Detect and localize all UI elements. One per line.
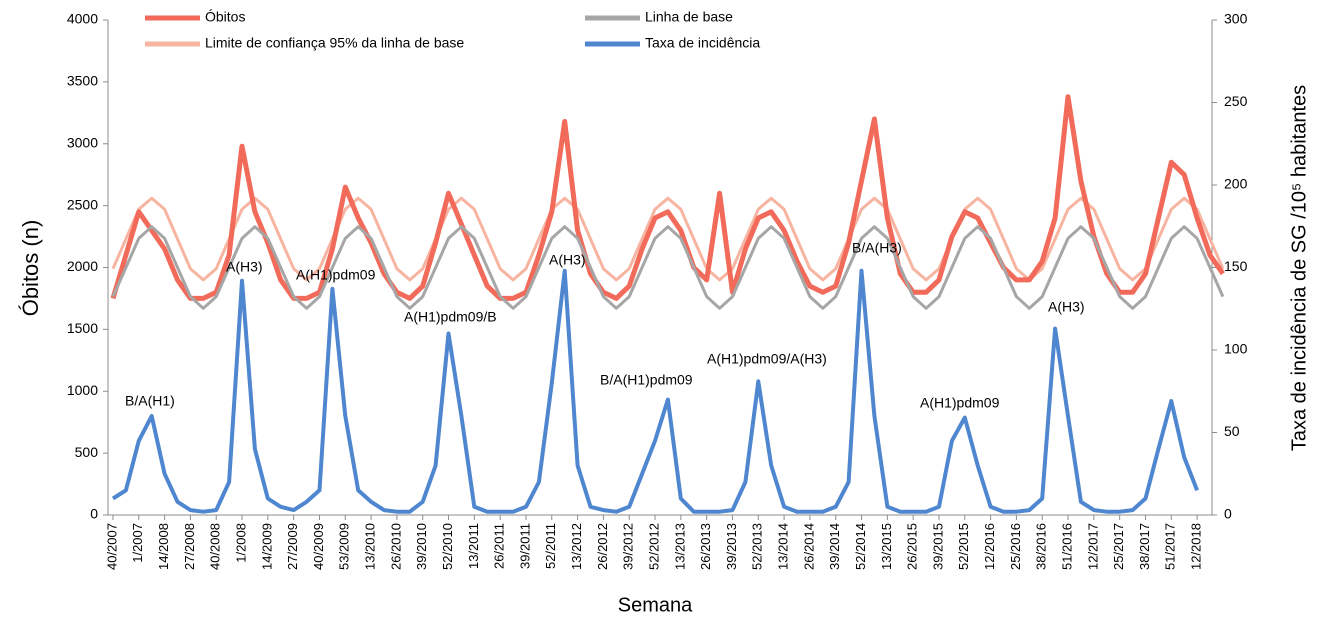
x-tick-label: 39/2014 (827, 523, 842, 570)
x-tick-label: 52/2011 (543, 523, 558, 569)
x-axis-title: Semana (618, 594, 693, 616)
x-tick-label: 25/2016 (1008, 523, 1023, 570)
y-tick-label: 2000 (67, 258, 98, 274)
x-tick-label: 40/2007 (104, 523, 119, 570)
x-tick-label: 40/2009 (311, 523, 326, 570)
x-tick-label: 13/2015 (879, 523, 894, 570)
x-tick-label: 13/2011 (466, 523, 481, 569)
y-tick-label: 4000 (67, 11, 98, 27)
y-tick-label: 3500 (67, 73, 98, 89)
x-tick-label: 13/2012 (569, 523, 584, 570)
x-tick-label: 53/2009 (337, 523, 352, 570)
x-tick-label: 25/2017 (1111, 523, 1126, 570)
x-tick-label: 27/2009 (285, 523, 300, 570)
x-tick-label: 12/2017 (1085, 523, 1100, 570)
annotation: A(H3) (226, 259, 263, 275)
annotation: A(H1)pdm09 (296, 267, 376, 283)
x-tick-label: 52/2010 (440, 523, 455, 570)
x-tick-label: 26/2010 (388, 523, 403, 570)
y2-tick-label: 250 (1224, 93, 1248, 109)
annotation: A(H1)pdm09 (920, 395, 1000, 411)
y2-tick-label: 200 (1224, 176, 1248, 192)
x-tick-label: 39/2012 (621, 523, 636, 570)
x-tick-label: 40/2008 (208, 523, 223, 570)
x-tick-label: 26/2012 (595, 523, 610, 570)
x-tick-label: 52/2015 (956, 523, 971, 570)
annotation: A(H1)pdm09/A(H3) (707, 351, 827, 367)
x-tick-label: 38/2017 (1137, 523, 1152, 570)
x-tick-label: 14/2009 (259, 523, 274, 570)
series-line (111, 225, 1225, 310)
y2-tick-label: 150 (1224, 258, 1248, 274)
x-tick-label: 52/2013 (750, 523, 765, 570)
y-tick-label: 1500 (67, 320, 98, 336)
y-tick-label: 3000 (67, 134, 98, 150)
x-tick-label: 39/2010 (414, 523, 429, 570)
y-axis-title: Óbitos (n) (18, 220, 43, 317)
y-tick-label: 0 (90, 506, 98, 522)
x-tick-label: 12/2016 (982, 523, 997, 570)
y-tick-label: 500 (75, 444, 99, 460)
x-tick-label: 38/2016 (1034, 523, 1049, 570)
x-tick-label: 26/2014 (801, 523, 816, 570)
annotation: B/A(H1)pdm09 (600, 372, 693, 388)
x-tick-label: 26/2013 (698, 523, 713, 570)
series-line (110, 94, 1225, 301)
y2-axis-title: Taxa de incidência de SG /10⁵ habitantes (1288, 85, 1310, 451)
x-tick-label: 51/2016 (1059, 523, 1074, 570)
x-tick-label: 13/2010 (363, 523, 378, 570)
x-tick-label: 52/2014 (853, 523, 868, 570)
annotation: B/A(H1) (125, 393, 175, 409)
x-tick-label: 13/2013 (672, 523, 687, 570)
x-tick-label: 12/2018 (1189, 523, 1204, 570)
legend-label: Óbitos (205, 9, 245, 25)
annotation: A(H3) (1048, 299, 1085, 315)
x-tick-label: 52/2012 (646, 523, 661, 570)
x-tick-label: 39/2011 (517, 523, 532, 569)
annotation: A(H1)pdm09/B (404, 309, 497, 325)
legend-label: Taxa de incidência (645, 35, 760, 51)
annotation: A(H3) (549, 252, 586, 268)
y2-tick-label: 0 (1224, 506, 1232, 522)
y-tick-label: 1000 (67, 382, 98, 398)
x-tick-label: 26/2015 (905, 523, 920, 570)
x-tick-label: 39/2013 (724, 523, 739, 570)
x-tick-label: 39/2015 (930, 523, 945, 570)
y-tick-label: 2500 (67, 196, 98, 212)
x-tick-label: 26/2011 (492, 523, 507, 569)
series-line (111, 268, 1199, 514)
series-line (111, 196, 1225, 282)
legend-label: Limite de confiança 95% da linha de base (205, 35, 464, 51)
x-tick-label: 13/2014 (776, 523, 791, 570)
y2-tick-label: 300 (1224, 11, 1248, 27)
y2-tick-label: 100 (1224, 341, 1248, 357)
x-tick-label: 51/2017 (1163, 523, 1178, 570)
x-tick-label: 1/2008 (233, 523, 248, 563)
x-tick-label: 14/2008 (156, 523, 171, 570)
y2-tick-label: 50 (1224, 423, 1240, 439)
x-tick-label: 27/2008 (182, 523, 197, 570)
legend-label: Linha de base (645, 9, 733, 25)
annotation: B/A(H3) (852, 240, 902, 256)
x-tick-label: 1/2007 (130, 523, 145, 563)
